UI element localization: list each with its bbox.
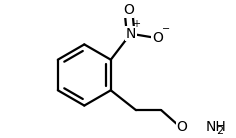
Text: N: N [126, 27, 136, 41]
Text: NH: NH [206, 120, 226, 134]
Text: 2: 2 [216, 126, 223, 136]
Text: O: O [152, 30, 163, 45]
Text: O: O [123, 3, 134, 17]
Text: −: − [162, 24, 170, 34]
Text: +: + [132, 19, 140, 29]
Text: O: O [177, 120, 187, 134]
